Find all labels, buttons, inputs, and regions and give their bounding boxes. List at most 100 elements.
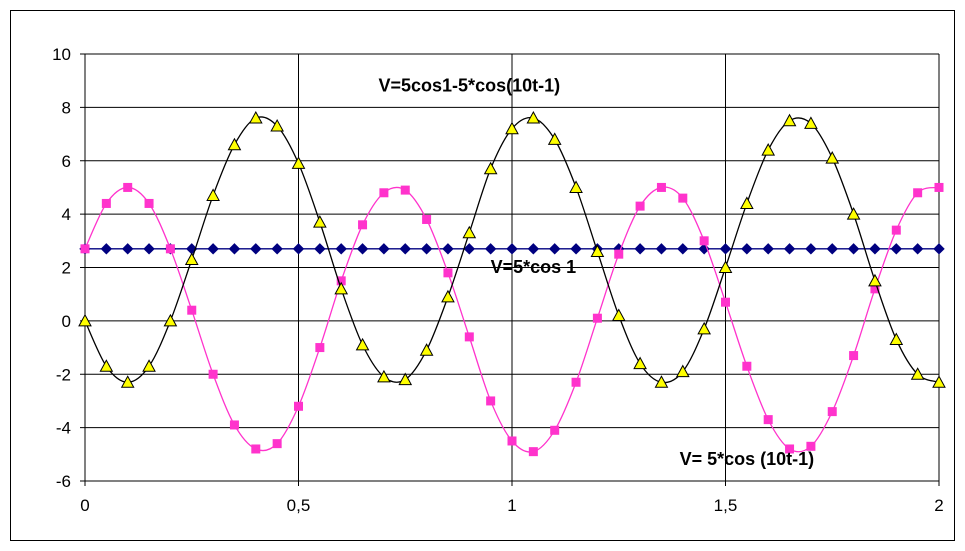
- triangle-point: [398, 372, 413, 386]
- diamond-point: [527, 243, 540, 255]
- triangle-point: [697, 321, 711, 335]
- diamond-point: [335, 243, 347, 255]
- y-tick-label: 8: [62, 98, 71, 117]
- square-point: [358, 220, 368, 230]
- triangle-point: [718, 260, 733, 273]
- x-tick-label: 0: [80, 496, 89, 515]
- triangle-point: [99, 359, 114, 372]
- line-chart: 10 8 6 4 2 0 -2 -4 -6 0 0,5 1 1,5 2 V=5cos1-5*cos(10t…: [52, 45, 946, 515]
- chart-frame: 10 8 6 4 2 0 -2 -4 -6 0 0,5 1 1,5 2 V=5cos1-5*cos(10t…: [10, 10, 955, 541]
- diamond-point: [655, 243, 668, 255]
- diamond-point: [869, 243, 881, 255]
- triangle-point: [761, 143, 776, 156]
- diamond-point: [826, 243, 838, 255]
- triangle-point: [740, 196, 754, 209]
- square-point: [187, 305, 197, 315]
- triangle-point: [782, 113, 797, 127]
- triangle-point: [462, 225, 477, 239]
- triangle-point: [846, 207, 861, 220]
- square-point: [785, 444, 795, 454]
- triangle-point: [313, 215, 327, 228]
- triangle-point: [248, 111, 263, 124]
- diamond-point: [463, 243, 476, 255]
- square-point: [571, 377, 581, 387]
- triangle-point: [825, 151, 840, 164]
- diamond-point: [378, 243, 390, 255]
- diamond-point: [719, 243, 732, 255]
- square-point: [443, 268, 453, 278]
- y-tick-label: 0: [62, 312, 71, 331]
- diamond-point: [484, 243, 497, 255]
- square-point: [315, 343, 325, 353]
- triangle-point: [505, 121, 519, 135]
- diamond-point: [741, 243, 753, 255]
- triangle-point: [120, 375, 135, 388]
- triangle-point: [804, 116, 818, 129]
- diamond-point: [121, 243, 134, 255]
- triangle-point: [206, 188, 220, 201]
- diamond-point: [570, 243, 582, 255]
- triangle-point: [889, 332, 904, 346]
- y-tick-label: -2: [56, 365, 71, 384]
- square-point: [934, 182, 944, 192]
- triangle-point: [355, 337, 370, 351]
- triangle-point: [932, 375, 946, 388]
- square-point: [635, 201, 645, 211]
- x-tick-label: 1: [507, 496, 516, 515]
- square-point: [251, 444, 261, 454]
- square-point: [294, 401, 303, 411]
- diamond-point: [890, 243, 903, 255]
- y-tick-label: -6: [56, 472, 71, 491]
- square-point: [763, 415, 773, 425]
- x-tick-label: 2: [934, 496, 943, 515]
- square-point: [656, 182, 666, 192]
- y-tick-label: 6: [62, 152, 71, 171]
- annotations: V=5cos1-5*cos(10t-1) V=5*cos 1 V= 5*cos (1…: [379, 75, 815, 469]
- square-point: [614, 249, 624, 259]
- y-tick-label: 10: [52, 45, 71, 64]
- diamond-point: [271, 243, 283, 255]
- diamond-point: [634, 243, 646, 255]
- diamond-point: [250, 243, 262, 255]
- triangle-point: [611, 308, 626, 322]
- diamond-point: [783, 243, 796, 255]
- triangle-point: [227, 137, 242, 151]
- series-group: [78, 111, 946, 457]
- square-point: [379, 188, 389, 198]
- triangle-point: [78, 313, 92, 327]
- diamond-point: [933, 243, 945, 255]
- diamond-point: [805, 243, 817, 255]
- x-tick-label: 1,5: [714, 496, 738, 515]
- series-triangle: [78, 111, 946, 388]
- triangle-point: [163, 313, 178, 327]
- triangle-point: [441, 289, 455, 303]
- tick-labels: 10 8 6 4 2 0 -2 -4 -6 0 0,5 1 1,5 2: [52, 45, 944, 515]
- square-point: [592, 313, 602, 323]
- diamond-point: [847, 243, 860, 255]
- annotation-label: V= 5*cos (10t-1): [680, 449, 815, 469]
- square-point: [101, 198, 111, 208]
- square-point: [272, 439, 282, 449]
- square-point: [806, 441, 816, 451]
- square-point: [849, 351, 859, 361]
- square-point: [550, 425, 560, 435]
- triangle-point: [569, 180, 583, 193]
- square-point: [208, 369, 218, 379]
- diamond-point: [100, 243, 113, 255]
- diamond-point: [207, 243, 219, 255]
- triangle-point: [590, 244, 605, 257]
- square-point: [678, 193, 688, 203]
- x-tick-label: 0,5: [287, 496, 311, 515]
- square-point: [422, 214, 432, 224]
- annotation-label: V=5*cos 1: [491, 257, 577, 277]
- annotation-label: V=5cos1-5*cos(10t-1): [379, 75, 561, 95]
- square-point: [123, 182, 133, 192]
- y-tick-label: 2: [62, 259, 71, 278]
- series-diamond: [79, 243, 945, 255]
- diamond-point: [548, 243, 561, 255]
- diamond-point: [399, 243, 411, 255]
- diamond-point: [143, 243, 155, 255]
- square-point: [913, 188, 923, 198]
- diamond-point: [228, 243, 241, 255]
- square-point: [827, 407, 837, 417]
